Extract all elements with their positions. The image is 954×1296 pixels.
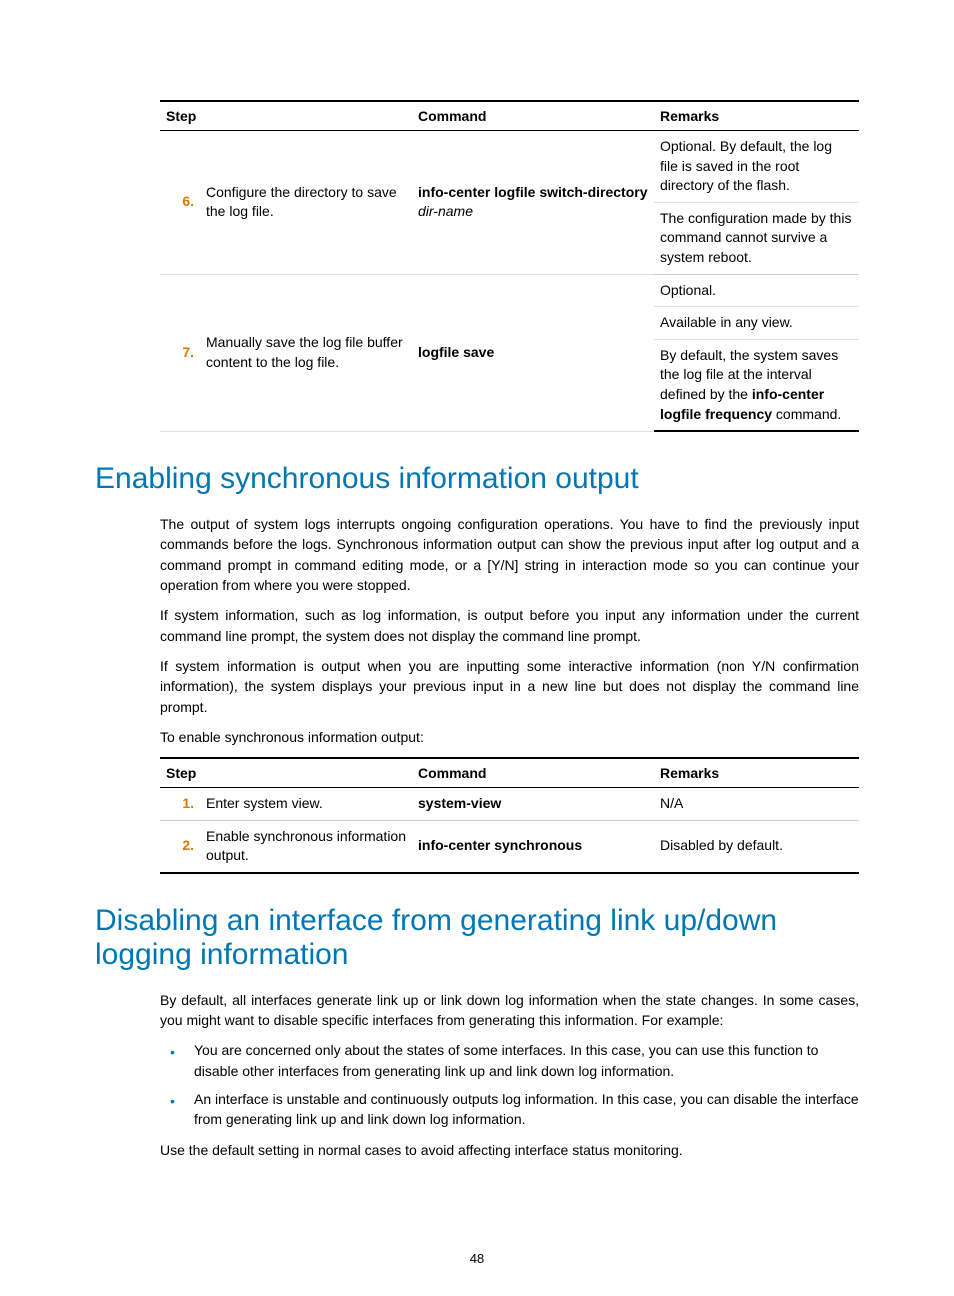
th-command: Command	[412, 758, 654, 788]
bullet-list: You are concerned only about the states …	[160, 1040, 859, 1129]
step-text: Enter system view.	[200, 788, 412, 821]
step-text: Enable synchronous information output.	[200, 820, 412, 873]
command-cell: system-view	[412, 788, 654, 821]
command-bold: system-view	[418, 795, 501, 811]
th-step: Step	[160, 758, 412, 788]
paragraph: Use the default setting in normal cases …	[160, 1140, 859, 1160]
command-bold: info-center logfile switch-directory	[418, 184, 647, 200]
list-item: An interface is unstable and continuousl…	[160, 1089, 859, 1130]
remarks-cell: N/A	[654, 788, 859, 821]
command-bold: info-center synchronous	[418, 837, 582, 853]
th-command: Command	[412, 101, 654, 131]
table-sync: Step Command Remarks 1. Enter system vie…	[160, 757, 859, 874]
paragraph: By default, all interfaces generate link…	[160, 990, 859, 1031]
command-italic: dir-name	[418, 203, 473, 219]
heading-sync-output: Enabling synchronous information output	[95, 462, 859, 496]
remarks-text: command.	[772, 406, 841, 422]
section-body: The output of system logs interrupts ong…	[160, 514, 859, 747]
step-number: 6.	[160, 131, 200, 275]
table-logfile: Step Command Remarks 6. Configure the di…	[160, 100, 859, 432]
step-number: 2.	[160, 820, 200, 873]
command-cell: logfile save	[412, 274, 654, 431]
paragraph: If system information, such as log infor…	[160, 605, 859, 646]
list-item: You are concerned only about the states …	[160, 1040, 859, 1081]
step-text: Configure the directory to save the log …	[200, 131, 412, 275]
page-container: Step Command Remarks 6. Configure the di…	[0, 0, 954, 1296]
th-remarks: Remarks	[654, 758, 859, 788]
section-body: By default, all interfaces generate link…	[160, 990, 859, 1160]
th-remarks: Remarks	[654, 101, 859, 131]
step-number: 1.	[160, 788, 200, 821]
command-cell: info-center synchronous	[412, 820, 654, 873]
heading-link-updown: Disabling an interface from generating l…	[95, 904, 859, 972]
step-number: 7.	[160, 274, 200, 431]
command-bold: logfile save	[418, 344, 494, 360]
remarks-cell: Disabled by default.	[654, 820, 859, 873]
remarks-cell: Optional. By default, the log file is sa…	[654, 131, 859, 203]
paragraph: To enable synchronous information output…	[160, 727, 859, 747]
th-step: Step	[160, 101, 412, 131]
command-cell: info-center logfile switch-directory dir…	[412, 131, 654, 275]
paragraph: The output of system logs interrupts ong…	[160, 514, 859, 595]
remarks-cell: By default, the system saves the log fil…	[654, 339, 859, 431]
remarks-cell: The configuration made by this command c…	[654, 202, 859, 274]
step-text: Manually save the log file buffer conten…	[200, 274, 412, 431]
paragraph: If system information is output when you…	[160, 656, 859, 717]
remarks-cell: Optional.	[654, 274, 859, 307]
page-number: 48	[0, 1251, 954, 1266]
remarks-cell: Available in any view.	[654, 307, 859, 340]
